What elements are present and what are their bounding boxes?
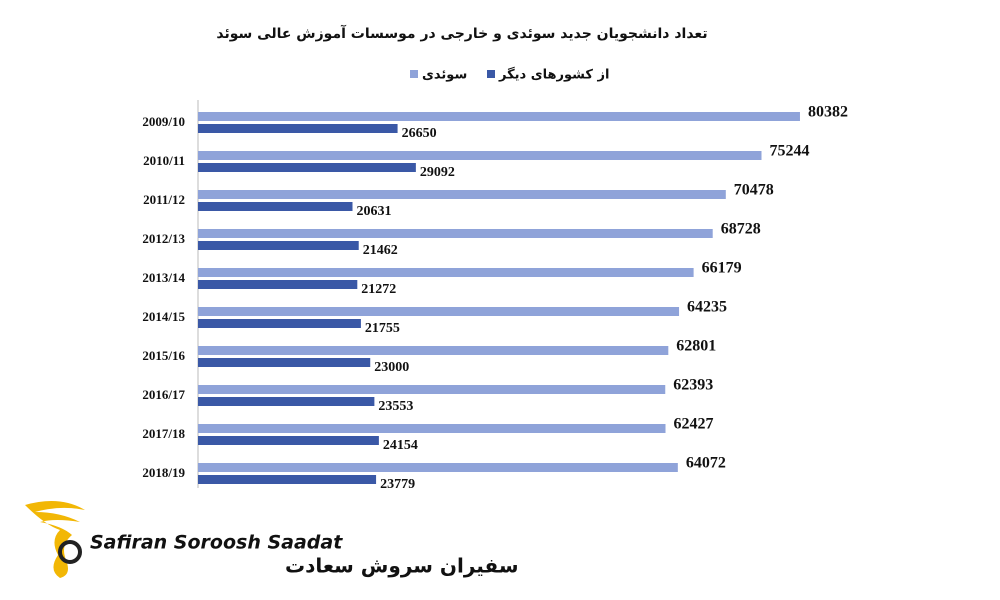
y-tick-label: 2015/16 [142,348,185,363]
bar [198,112,800,121]
bar [198,358,371,367]
legend-label: سوئدی [422,68,467,83]
value-label: 20631 [357,204,392,219]
y-tick-label: 2016/17 [142,387,185,402]
value-label: 64235 [687,299,727,316]
value-label: 70478 [734,182,774,199]
y-tick-label: 2017/18 [142,426,185,441]
value-label: 66179 [702,260,742,277]
y-tick-label: 2009/10 [142,114,185,129]
y-tick-label: 2010/11 [143,153,185,168]
value-label: 23000 [374,360,409,375]
bar [198,319,361,328]
bar [198,475,377,484]
value-label: 23553 [378,399,413,414]
bar [198,346,669,355]
value-label: 62393 [673,377,713,394]
bar [198,163,416,172]
bar [198,463,678,472]
value-label: 21462 [363,243,398,258]
value-label: 68728 [721,221,761,238]
bar [198,229,713,238]
bar [198,151,762,160]
bar [198,436,379,445]
bar [198,241,359,250]
value-label: 80382 [808,104,848,121]
chart-title: تعداد دانشجویان جدید سوئدی و خارجی در مو… [216,24,707,42]
bar [198,268,694,277]
logo-persian: سفیران سروش سعادت [285,554,519,578]
value-label: 75244 [769,143,809,160]
value-label: 26650 [402,126,437,141]
logo-latin: Safiran Soroosh Saadat [90,532,343,554]
value-label: 23779 [380,477,415,492]
y-tick-label: 2013/14 [142,270,185,285]
bar [198,424,666,433]
y-tick-label: 2012/13 [142,231,185,246]
y-tick-label: 2011/12 [143,192,185,207]
legend-swatch [410,70,418,78]
legend-label: از کشورهای دیگر [498,67,609,83]
bar [198,202,353,211]
value-label: 21272 [361,282,396,297]
logo: Safiran Soroosh Saadat سفیران سروش سعادت [25,501,519,578]
value-label: 62801 [676,338,716,355]
bar [198,190,726,199]
bar [198,124,398,133]
y-tick-label: 2018/19 [142,465,185,480]
value-label: 29092 [420,165,455,180]
bar [198,385,666,394]
bar [198,307,680,316]
legend-swatch [487,70,495,78]
bar [198,280,358,289]
logo-wing [25,501,85,578]
logo-mark [58,540,82,564]
value-label: 24154 [383,438,418,453]
value-label: 64072 [686,455,726,472]
value-label: 21755 [365,321,400,336]
y-tick-label: 2014/15 [142,309,185,324]
value-label: 62427 [674,416,714,433]
bar [198,397,375,406]
